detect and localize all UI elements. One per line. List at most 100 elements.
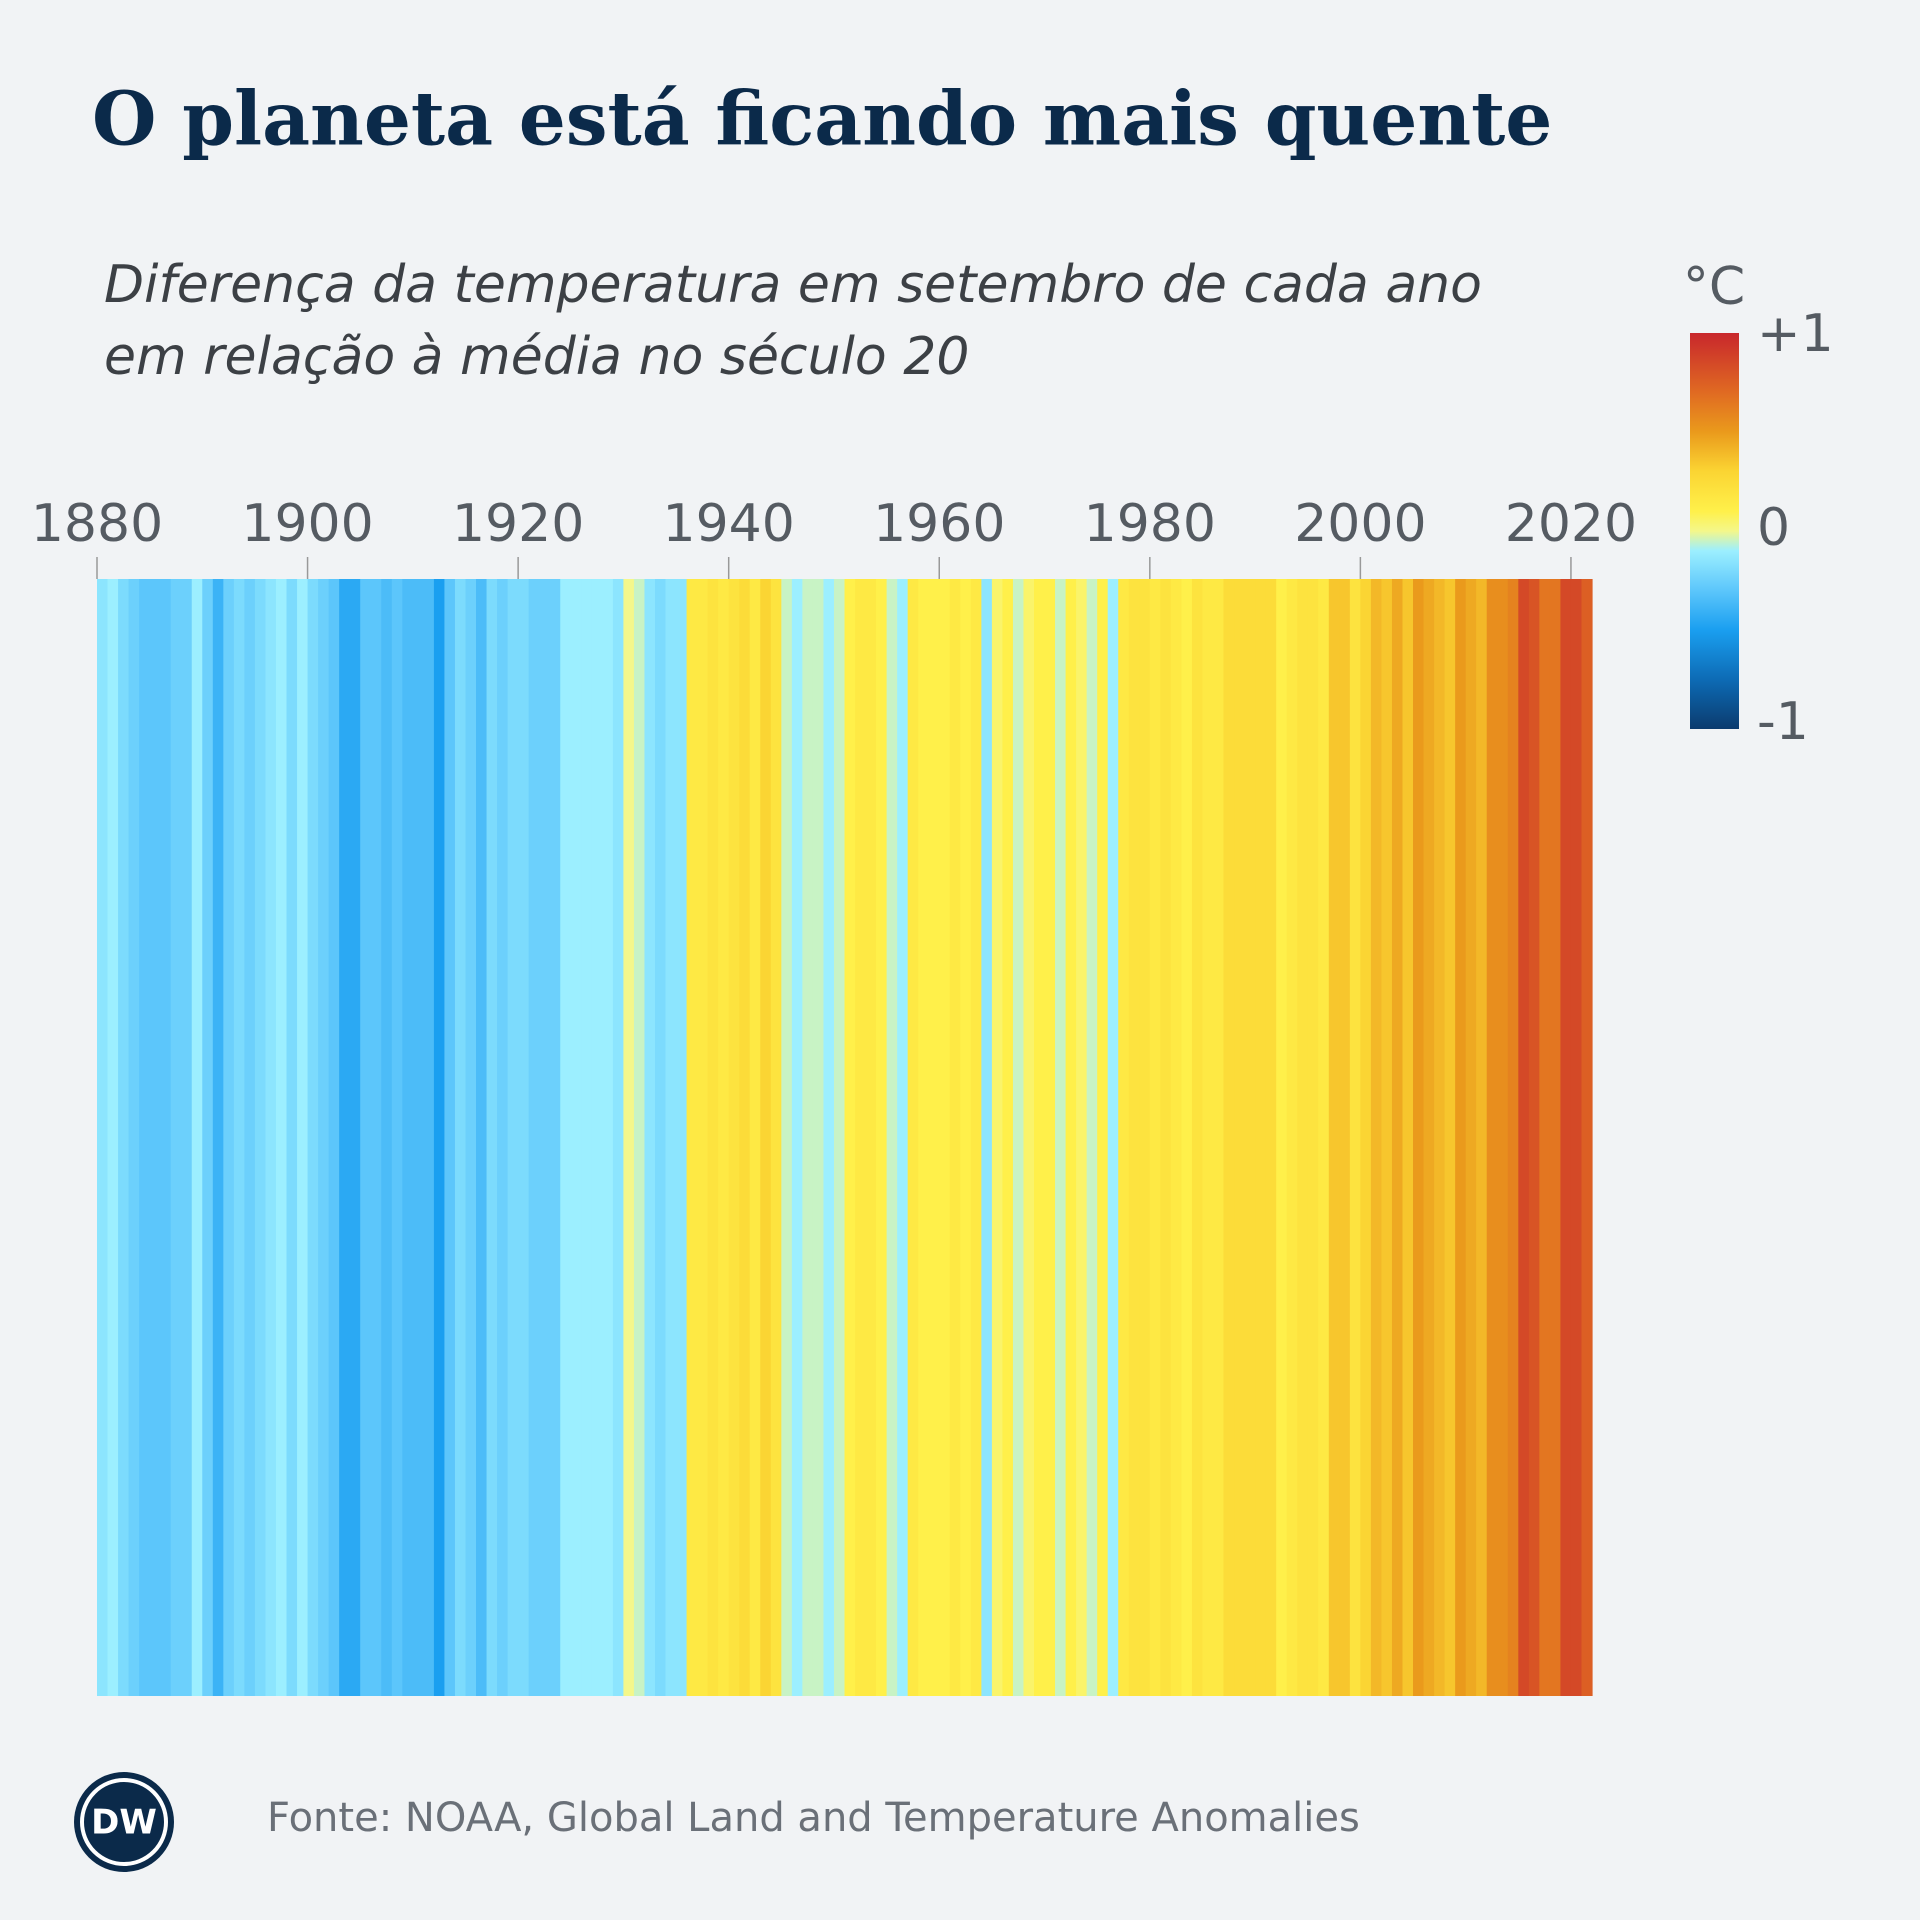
stripe [1486, 579, 1498, 1696]
stripe [370, 579, 382, 1696]
stripe [1244, 579, 1256, 1696]
stripe [855, 579, 867, 1696]
stripe [865, 579, 877, 1696]
stripe [1097, 579, 1109, 1696]
stripe [191, 579, 203, 1696]
stripe [1518, 579, 1530, 1696]
stripe [497, 579, 509, 1696]
stripe [444, 579, 456, 1696]
stripe [1202, 579, 1214, 1696]
stripe [212, 579, 224, 1696]
stripe [560, 579, 572, 1696]
stripe [612, 579, 625, 1696]
stripe [570, 579, 582, 1696]
stripe [518, 579, 530, 1696]
stripe [139, 579, 151, 1696]
stripe [1318, 579, 1330, 1696]
stripe [1339, 579, 1351, 1696]
colorbar-label: °C [1683, 257, 1745, 317]
stripe [223, 579, 235, 1696]
stripe [1034, 579, 1046, 1696]
colorbar-tick-label: 0 [1757, 498, 1790, 558]
stripe [433, 579, 446, 1696]
x-tick-label: 1940 [663, 494, 795, 554]
stripe [402, 579, 414, 1696]
stripe [1286, 579, 1298, 1696]
x-tick-label: 1920 [452, 494, 584, 554]
stripe [1549, 579, 1562, 1696]
stripe [686, 579, 698, 1696]
stripe [412, 579, 424, 1696]
stripe [181, 579, 193, 1696]
stripe [623, 579, 635, 1696]
stripe [907, 579, 919, 1696]
stripe [360, 579, 372, 1696]
stripe [1507, 579, 1519, 1696]
stripe [1581, 579, 1593, 1696]
subtitle: em relação à média no século 20 [104, 327, 969, 387]
stripe [981, 579, 993, 1696]
stripe [697, 579, 709, 1696]
stripe [1391, 579, 1404, 1696]
stripe [160, 579, 172, 1696]
stripe [1349, 579, 1361, 1696]
stripe [1255, 579, 1267, 1696]
stripe [602, 579, 614, 1696]
stripe [107, 579, 119, 1696]
stripe [665, 579, 677, 1696]
stripe [886, 579, 898, 1696]
stripe [254, 579, 267, 1696]
stripe [1497, 579, 1509, 1696]
stripe [507, 579, 519, 1696]
stripe [918, 579, 930, 1696]
stripe [286, 579, 298, 1696]
stripe [1128, 579, 1140, 1696]
source: Fonte: NOAA, Global Land and Temperature… [267, 1795, 1360, 1841]
stripe [1107, 579, 1119, 1696]
stripe [328, 579, 340, 1696]
stripe [1149, 579, 1161, 1696]
logo-text: DW [91, 1803, 157, 1843]
stripe [1118, 579, 1130, 1696]
stripe [118, 579, 130, 1696]
stripe [539, 579, 551, 1696]
stripe [1560, 579, 1572, 1696]
stripe [1065, 579, 1077, 1696]
stripe [1307, 579, 1319, 1696]
stripe [297, 579, 309, 1696]
stripe [265, 579, 277, 1696]
stripe [202, 579, 214, 1696]
stripe [833, 579, 846, 1696]
stripe [476, 579, 488, 1696]
stripe [1002, 579, 1014, 1696]
stripe [170, 579, 182, 1696]
x-tick-label: 1960 [873, 494, 1005, 554]
stripe [633, 579, 646, 1696]
stripe [391, 579, 403, 1696]
stripe [97, 579, 109, 1696]
stripe [939, 579, 951, 1696]
stripe [1539, 579, 1551, 1696]
stripe [307, 579, 319, 1696]
stripe [1328, 579, 1340, 1696]
stripe [244, 579, 256, 1696]
stripe [876, 579, 888, 1696]
stripe [1476, 579, 1488, 1696]
stripe [749, 579, 761, 1696]
stripe [960, 579, 972, 1696]
stripe [1276, 579, 1288, 1696]
stripe [1044, 579, 1056, 1696]
stripe [970, 579, 982, 1696]
stripe [1381, 579, 1393, 1696]
stripe [823, 579, 835, 1696]
stripe [1455, 579, 1467, 1696]
stripe [1297, 579, 1309, 1696]
stripe [1465, 579, 1477, 1696]
stripe [454, 579, 467, 1696]
stripe [149, 579, 161, 1696]
colorbar-tick-label: +1 [1757, 304, 1834, 364]
stripe [349, 579, 361, 1696]
stripe [1170, 579, 1183, 1696]
x-tick-label: 1880 [31, 494, 163, 554]
stripe [486, 579, 498, 1696]
